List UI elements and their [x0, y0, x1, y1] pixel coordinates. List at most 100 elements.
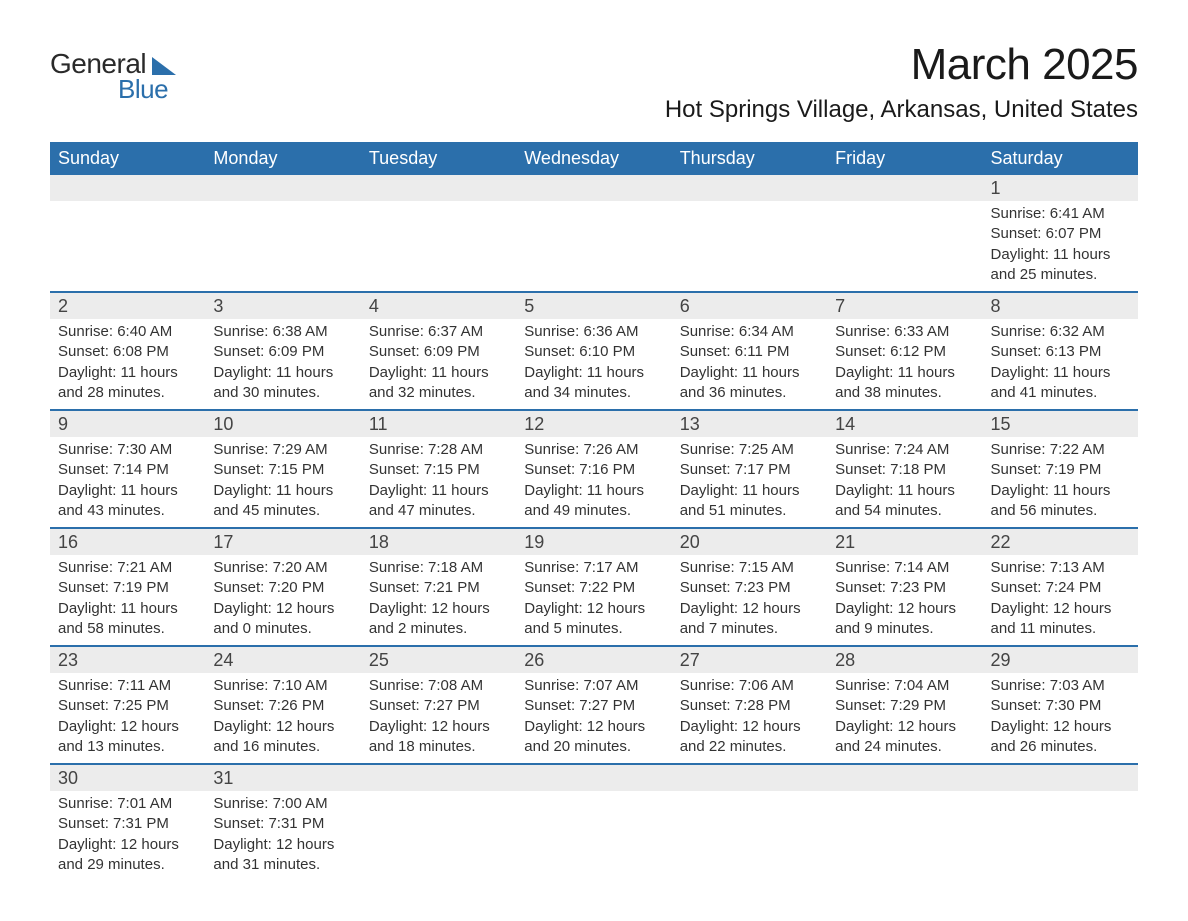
sunrise-text: Sunrise: 7:01 AM	[58, 794, 197, 814]
daylight-text-2: and 24 minutes.	[835, 737, 974, 757]
calendar-body: 1 Sunrise: 6:41 AMSunset: 6:07 PMDayligh…	[50, 175, 1138, 881]
page-header: General Blue March 2025 Hot Springs Vill…	[50, 40, 1138, 124]
week-data-row: Sunrise: 7:21 AMSunset: 7:19 PMDaylight:…	[50, 555, 1138, 646]
daylight-text-2: and 36 minutes.	[680, 383, 819, 403]
daylight-text-2: and 26 minutes.	[991, 737, 1130, 757]
sunset-text: Sunset: 7:17 PM	[680, 460, 819, 480]
day-cell: Sunrise: 6:41 AMSunset: 6:07 PMDaylight:…	[983, 201, 1138, 291]
sunrise-text: Sunrise: 6:41 AM	[991, 204, 1130, 224]
daylight-text-2: and 38 minutes.	[835, 383, 974, 403]
day-number: 31	[205, 765, 360, 791]
day-cell: Sunrise: 7:22 AMSunset: 7:19 PMDaylight:…	[983, 437, 1138, 527]
daylight-text-2: and 22 minutes.	[680, 737, 819, 757]
sunrise-text: Sunrise: 7:18 AM	[369, 558, 508, 578]
day-number: 22	[983, 529, 1138, 555]
day-cell: Sunrise: 6:33 AMSunset: 6:12 PMDaylight:…	[827, 319, 982, 409]
daylight-text-1: Daylight: 12 hours	[58, 717, 197, 737]
daylight-text-2: and 32 minutes.	[369, 383, 508, 403]
sunrise-text: Sunrise: 7:15 AM	[680, 558, 819, 578]
daylight-text-1: Daylight: 11 hours	[58, 599, 197, 619]
sunset-text: Sunset: 7:30 PM	[991, 696, 1130, 716]
sunrise-text: Sunrise: 7:21 AM	[58, 558, 197, 578]
day-number	[672, 765, 827, 791]
sunrise-text: Sunrise: 6:36 AM	[524, 322, 663, 342]
day-number: 1	[983, 175, 1138, 201]
sunset-text: Sunset: 7:18 PM	[835, 460, 974, 480]
daylight-text-1: Daylight: 11 hours	[58, 363, 197, 383]
daylight-text-1: Daylight: 12 hours	[835, 717, 974, 737]
sunset-text: Sunset: 7:15 PM	[369, 460, 508, 480]
day-cell	[205, 201, 360, 230]
sunrise-text: Sunrise: 7:25 AM	[680, 440, 819, 460]
day-cell: Sunrise: 7:13 AMSunset: 7:24 PMDaylight:…	[983, 555, 1138, 645]
sunset-text: Sunset: 7:23 PM	[680, 578, 819, 598]
sunset-text: Sunset: 7:25 PM	[58, 696, 197, 716]
calendar-table: Sunday Monday Tuesday Wednesday Thursday…	[50, 142, 1138, 881]
sunset-text: Sunset: 6:07 PM	[991, 224, 1130, 244]
day-number: 11	[361, 411, 516, 437]
day-number: 28	[827, 647, 982, 673]
daylight-text-1: Daylight: 12 hours	[991, 599, 1130, 619]
daylight-text-1: Daylight: 11 hours	[835, 481, 974, 501]
sunset-text: Sunset: 7:23 PM	[835, 578, 974, 598]
sunset-text: Sunset: 7:27 PM	[369, 696, 508, 716]
sunrise-text: Sunrise: 7:17 AM	[524, 558, 663, 578]
day-number	[827, 175, 982, 201]
sunrise-text: Sunrise: 6:38 AM	[213, 322, 352, 342]
sunset-text: Sunset: 7:20 PM	[213, 578, 352, 598]
sunset-text: Sunset: 7:14 PM	[58, 460, 197, 480]
sunrise-text: Sunrise: 7:10 AM	[213, 676, 352, 696]
daylight-text-2: and 28 minutes.	[58, 383, 197, 403]
sunset-text: Sunset: 7:15 PM	[213, 460, 352, 480]
day-number: 2	[50, 293, 205, 319]
sunset-text: Sunset: 7:19 PM	[58, 578, 197, 598]
week-data-row: Sunrise: 7:01 AMSunset: 7:31 PMDaylight:…	[50, 791, 1138, 881]
daylight-text-1: Daylight: 12 hours	[524, 599, 663, 619]
daylight-text-2: and 16 minutes.	[213, 737, 352, 757]
day-number: 21	[827, 529, 982, 555]
day-number: 26	[516, 647, 671, 673]
week-number-row: 9101112131415	[50, 410, 1138, 437]
day-number	[672, 175, 827, 201]
daylight-text-1: Daylight: 11 hours	[369, 363, 508, 383]
day-cell: Sunrise: 6:40 AMSunset: 6:08 PMDaylight:…	[50, 319, 205, 409]
day-cell: Sunrise: 7:15 AMSunset: 7:23 PMDaylight:…	[672, 555, 827, 645]
daylight-text-1: Daylight: 11 hours	[213, 481, 352, 501]
daylight-text-2: and 31 minutes.	[213, 855, 352, 875]
sunset-text: Sunset: 6:12 PM	[835, 342, 974, 362]
sunset-text: Sunset: 7:29 PM	[835, 696, 974, 716]
day-number	[205, 175, 360, 201]
daylight-text-2: and 54 minutes.	[835, 501, 974, 521]
week-data-row: Sunrise: 6:41 AMSunset: 6:07 PMDaylight:…	[50, 201, 1138, 292]
day-number: 4	[361, 293, 516, 319]
sunrise-text: Sunrise: 7:28 AM	[369, 440, 508, 460]
daylight-text-1: Daylight: 11 hours	[524, 481, 663, 501]
daylight-text-1: Daylight: 11 hours	[213, 363, 352, 383]
week-number-row: 1	[50, 175, 1138, 201]
sail-icon	[152, 57, 176, 75]
month-title: March 2025	[665, 40, 1138, 90]
week-number-row: 16171819202122	[50, 528, 1138, 555]
day-header: Monday	[205, 142, 360, 175]
day-cell	[361, 791, 516, 820]
sunrise-text: Sunrise: 7:08 AM	[369, 676, 508, 696]
sunrise-text: Sunrise: 7:06 AM	[680, 676, 819, 696]
daylight-text-1: Daylight: 12 hours	[524, 717, 663, 737]
sunset-text: Sunset: 6:09 PM	[369, 342, 508, 362]
daylight-text-1: Daylight: 12 hours	[213, 835, 352, 855]
sunrise-text: Sunrise: 6:32 AM	[991, 322, 1130, 342]
sunset-text: Sunset: 7:27 PM	[524, 696, 663, 716]
daylight-text-2: and 0 minutes.	[213, 619, 352, 639]
daylight-text-2: and 47 minutes.	[369, 501, 508, 521]
day-number: 8	[983, 293, 1138, 319]
day-cell	[516, 201, 671, 230]
daylight-text-1: Daylight: 12 hours	[213, 599, 352, 619]
sunrise-text: Sunrise: 7:24 AM	[835, 440, 974, 460]
day-cell: Sunrise: 7:14 AMSunset: 7:23 PMDaylight:…	[827, 555, 982, 645]
day-header: Sunday	[50, 142, 205, 175]
day-number: 6	[672, 293, 827, 319]
day-number: 23	[50, 647, 205, 673]
daylight-text-1: Daylight: 11 hours	[680, 363, 819, 383]
daylight-text-1: Daylight: 11 hours	[369, 481, 508, 501]
daylight-text-2: and 5 minutes.	[524, 619, 663, 639]
